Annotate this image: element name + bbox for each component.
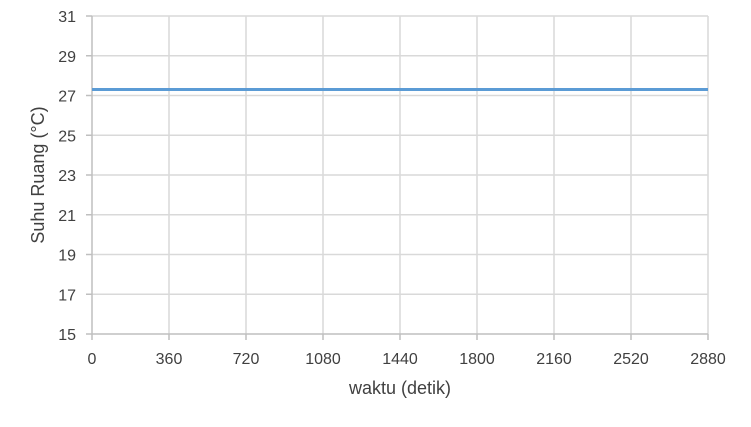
x-tick-label: 2520 [613,351,649,368]
y-tick-label: 21 [58,208,76,225]
y-tick-label: 19 [58,248,76,265]
x-tick-label: 2160 [536,351,572,368]
axes [86,15,709,340]
y-tick-label: 25 [58,128,76,145]
y-tick-label: 29 [58,49,76,66]
y-tick-label: 15 [58,327,76,344]
tick-labels: 15 17 19 21 23 25 27 29 31 0 360 720 1080 1440 1800 216… [58,9,726,368]
y-tick-label: 31 [58,9,76,26]
x-tick-label: 1800 [459,351,495,368]
x-tick-label: 720 [233,351,260,368]
y-tick-label: 27 [58,89,76,106]
x-tick-label: 1080 [305,351,341,368]
x-tick-label: 0 [88,351,97,368]
x-tick-label: 360 [156,351,183,368]
x-tick-label: 1440 [382,351,418,368]
y-tick-label: 17 [58,287,76,304]
y-tick-label: 23 [58,168,76,185]
y-axis-title: Suhu Ruang (°C) [28,106,48,243]
grid-lines [92,15,709,334]
x-tick-label: 2880 [690,351,726,368]
x-axis-title: waktu (detik) [348,378,451,398]
